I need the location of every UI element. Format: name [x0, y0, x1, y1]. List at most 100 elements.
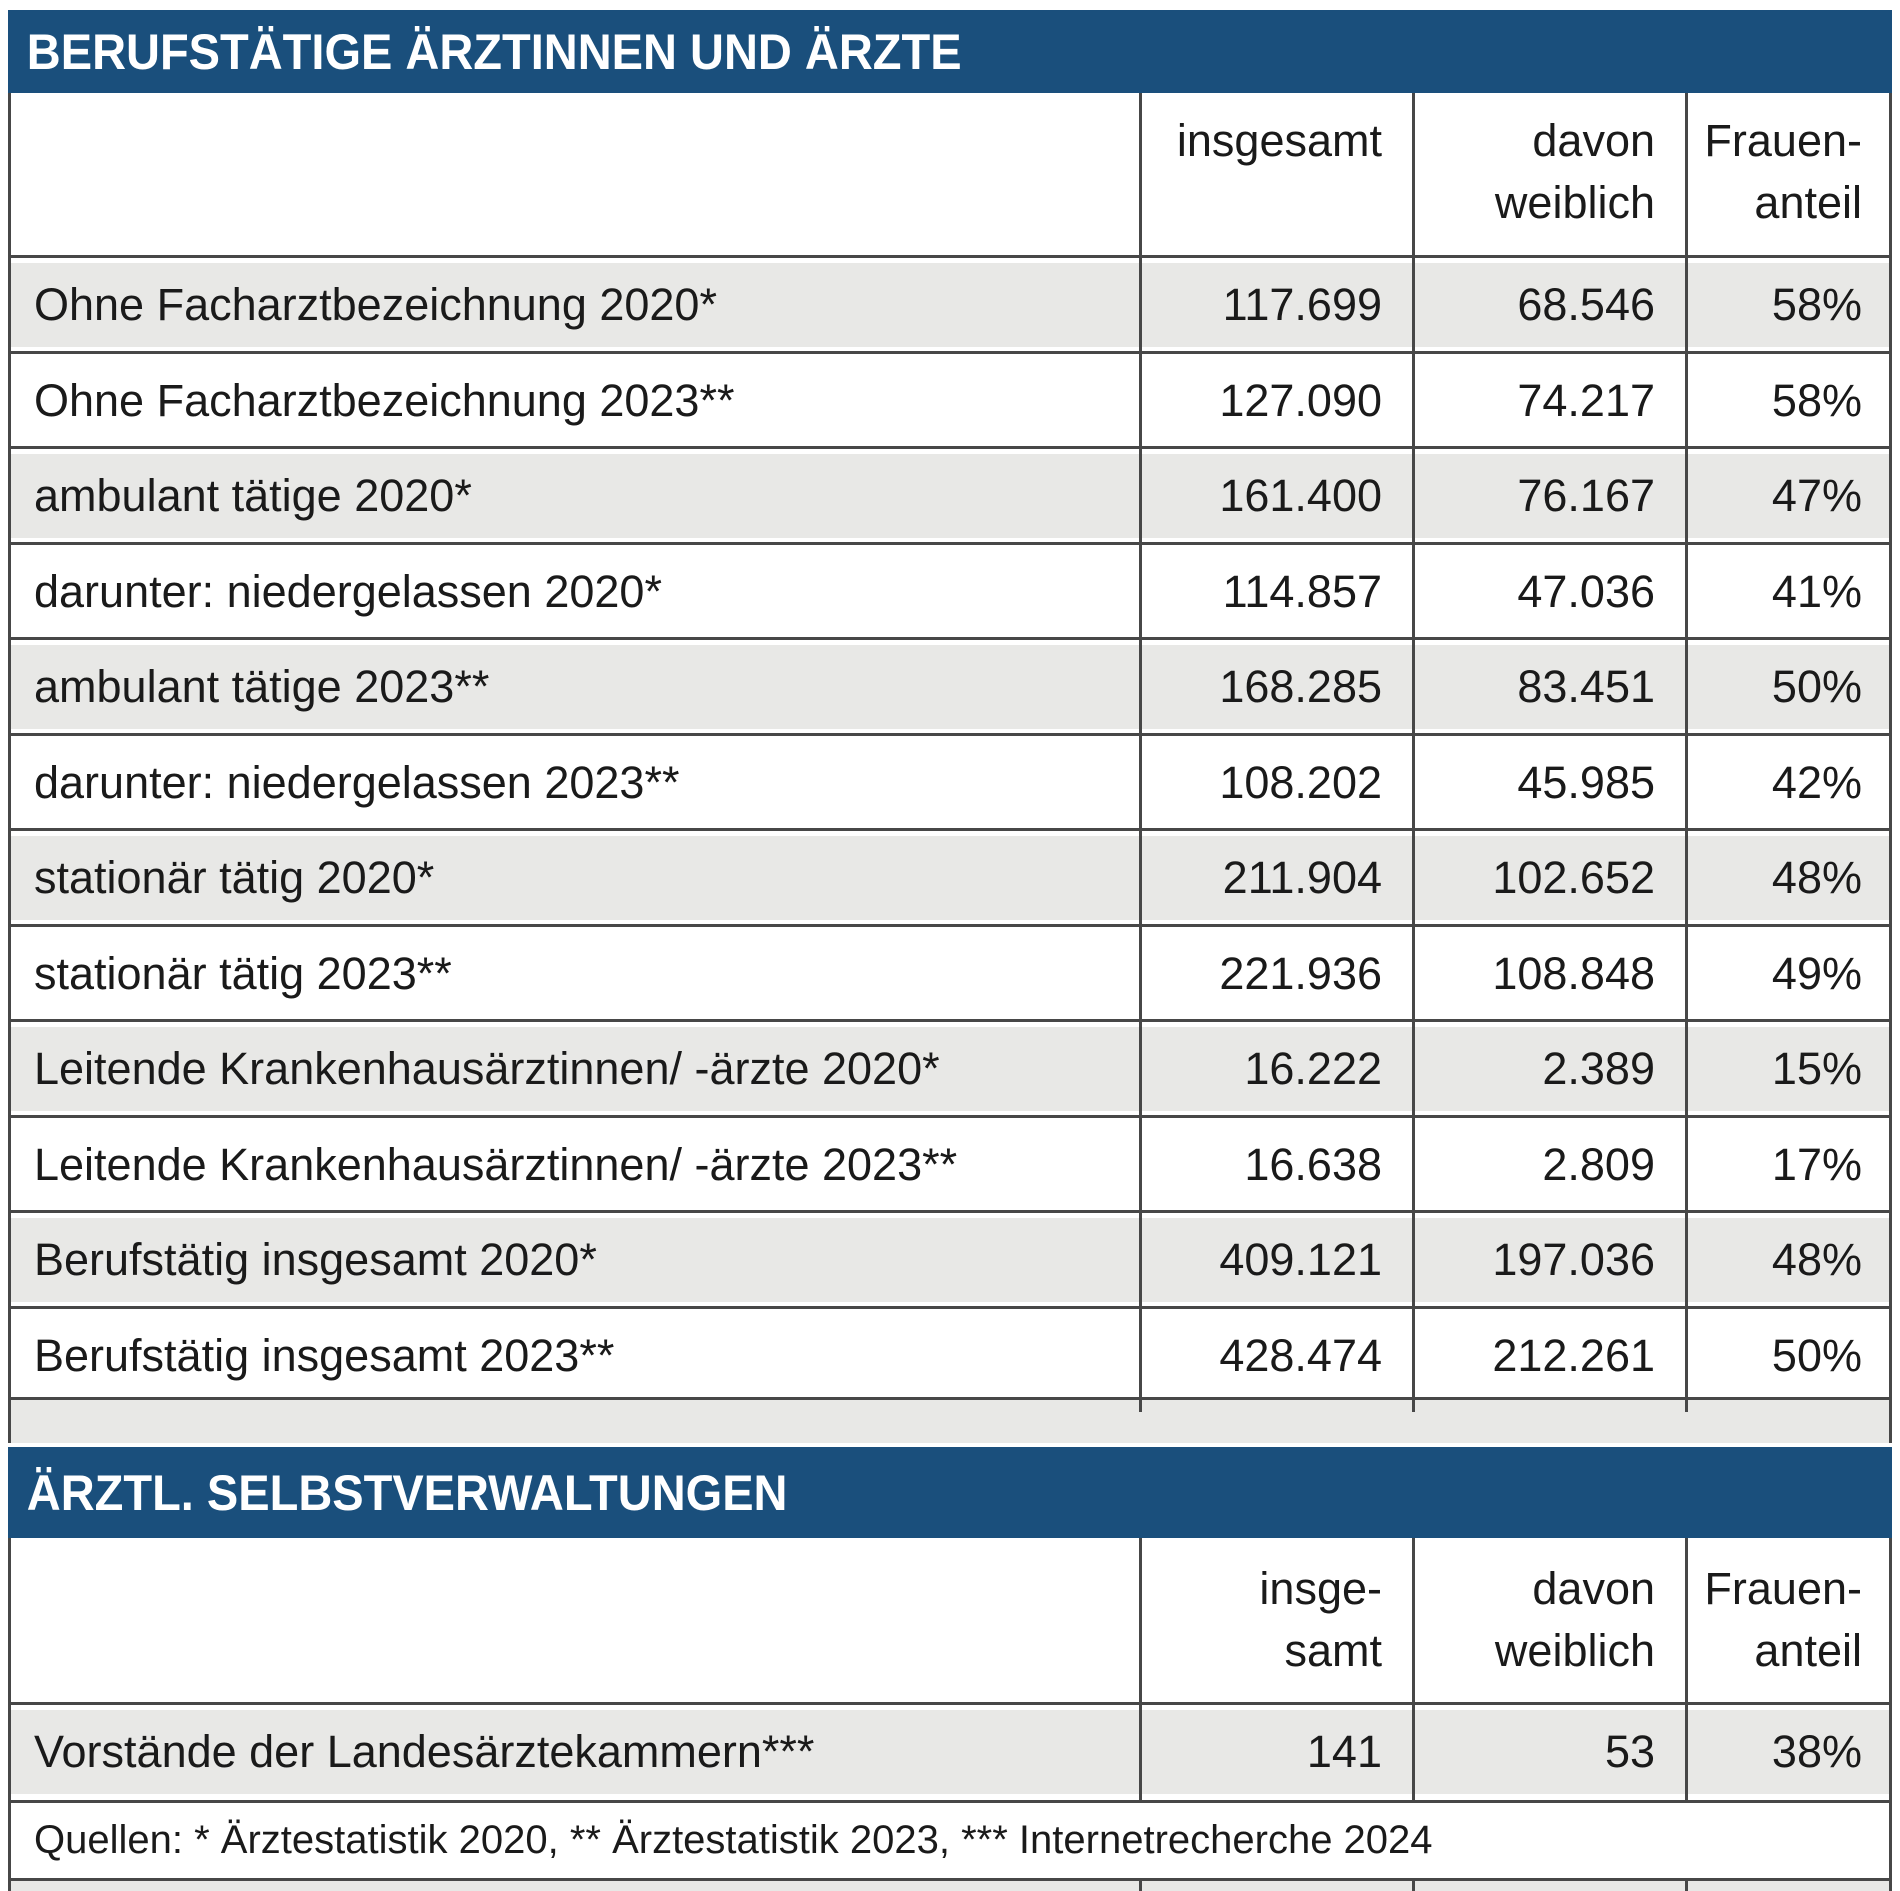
table-row: stationär tätig 2023** 221.936 108.848 4… [8, 920, 1892, 1016]
column-divider [1685, 1538, 1688, 1803]
col-header-frauenanteil: Frauen- anteil [1704, 115, 1862, 228]
col-header-insgesamt: insgesamt [1176, 115, 1382, 166]
table-row: darunter: niedergelassen 2023** 108.202 … [8, 729, 1892, 825]
value-frauenanteil: 50% [1771, 661, 1862, 712]
row-divider [8, 1115, 1892, 1118]
value-weiblich: 53 [1604, 1726, 1655, 1777]
value-insgesamt: 16.222 [1244, 1043, 1382, 1094]
section1-bottom-band [8, 1400, 1892, 1443]
value-insgesamt: 221.936 [1219, 948, 1382, 999]
row-label: darunter: niedergelassen 2020* [34, 566, 662, 617]
row-divider [8, 828, 1892, 831]
table-row: Berufstätig insgesamt 2023** 428.474 212… [8, 1302, 1892, 1398]
row-label: darunter: niedergelassen 2023** [34, 757, 680, 808]
table-row: Leitende Krankenhausärztinnen/ -ärzte 20… [8, 1015, 1892, 1111]
row-label: stationär tätig 2023** [34, 948, 452, 999]
table-row: stationär tätig 2020* 211.904 102.652 48… [8, 824, 1892, 920]
table-left-border [8, 93, 11, 1443]
row-divider [8, 542, 1892, 545]
value-insgesamt: 211.904 [1222, 852, 1382, 903]
table-row: Leitende Krankenhausärztinnen/ -ärzte 20… [8, 1111, 1892, 1207]
value-frauenanteil: 41% [1771, 566, 1862, 617]
section1-title: BERUFSTÄTIGE ÄRZTINNEN UND ÄRZTE [26, 23, 962, 80]
value-insgesamt: 108.202 [1219, 757, 1382, 808]
value-frauenanteil: 48% [1771, 1234, 1862, 1285]
value-frauenanteil: 50% [1771, 1330, 1862, 1381]
row-divider [8, 255, 1892, 258]
value-weiblich: 2.809 [1542, 1139, 1655, 1190]
value-weiblich: 83.451 [1517, 661, 1655, 712]
column-divider [1412, 1538, 1415, 1803]
table-row: ambulant tätige 2020* 161.400 76.167 47% [8, 442, 1892, 538]
value-insgesamt: 409.121 [1219, 1234, 1382, 1285]
section1-header-band: BERUFSTÄTIGE ÄRZTINNEN UND ÄRZTE [8, 10, 1892, 93]
value-frauenanteil: 49% [1771, 948, 1862, 999]
value-insgesamt: 117.699 [1222, 279, 1382, 330]
value-frauenanteil: 58% [1771, 375, 1862, 426]
value-weiblich: 47.036 [1517, 566, 1655, 617]
value-weiblich: 212.261 [1492, 1330, 1655, 1381]
column-divider [1685, 93, 1688, 1412]
table-row: Ohne Facharztbezeichnung 2020* 117.699 6… [8, 251, 1892, 347]
row-divider [8, 1397, 1892, 1400]
table-row: Berufstätig insgesamt 2020* 409.121 197.… [8, 1206, 1892, 1302]
row-divider [8, 733, 1892, 736]
row-divider [8, 1702, 1892, 1705]
row-divider [8, 446, 1892, 449]
row-label: Leitende Krankenhausärztinnen/ -ärzte 20… [34, 1043, 940, 1094]
bottom-strip [8, 1881, 1892, 1891]
column-divider [1139, 93, 1142, 1412]
value-insgesamt: 168.285 [1219, 661, 1382, 712]
value-insgesamt: 141 [1306, 1726, 1382, 1777]
table-row: ambulant tätige 2023** 168.285 83.451 50… [8, 633, 1892, 729]
value-frauenanteil: 58% [1771, 279, 1862, 330]
value-insgesamt: 161.400 [1219, 470, 1382, 521]
value-weiblich: 108.848 [1492, 948, 1655, 999]
row-label: Ohne Facharztbezeichnung 2023** [34, 375, 735, 426]
table-row: Ohne Facharztbezeichnung 2023** 127.090 … [8, 347, 1892, 443]
section2-column-headers: insge- samt davon weiblich Frauen- antei… [8, 1538, 1892, 1702]
table-right-border [1889, 1538, 1892, 1891]
row-label: stationär tätig 2020* [34, 852, 435, 903]
value-insgesamt: 428.474 [1219, 1330, 1382, 1381]
row-divider [8, 1019, 1892, 1022]
value-weiblich: 74.217 [1517, 375, 1655, 426]
section2-header-band: ÄRZTL. SELBSTVERWALTUNGEN [8, 1447, 1892, 1538]
row-label: ambulant tätige 2020* [34, 470, 472, 521]
row-divider [8, 1306, 1892, 1309]
row-divider [8, 351, 1892, 354]
col-header-davon-weiblich: davon weiblich [1494, 115, 1655, 228]
value-weiblich: 45.985 [1517, 757, 1655, 808]
sources-footer: Quellen: * Ärztestatistik 2020, ** Ärzte… [8, 1803, 1892, 1878]
value-weiblich: 2.389 [1542, 1043, 1655, 1094]
value-weiblich: 197.036 [1492, 1234, 1655, 1285]
value-weiblich: 102.652 [1492, 852, 1655, 903]
row-label: Berufstätig insgesamt 2023** [34, 1330, 615, 1381]
col-header-insgesamt: insge- samt [1259, 1563, 1382, 1676]
row-label: Leitende Krankenhausärztinnen/ -ärzte 20… [34, 1139, 958, 1190]
value-frauenanteil: 17% [1771, 1139, 1862, 1190]
section1-column-headers: insgesamt davon weiblich Frauen- anteil [8, 93, 1892, 251]
column-divider [1139, 1881, 1142, 1891]
row-label: ambulant tätige 2023** [34, 661, 490, 712]
col-header-davon-weiblich: davon weiblich [1494, 1563, 1655, 1676]
value-insgesamt: 127.090 [1219, 375, 1382, 426]
column-divider [1685, 1881, 1688, 1891]
row-divider [8, 637, 1892, 640]
column-divider [1412, 93, 1415, 1412]
value-frauenanteil: 15% [1771, 1043, 1862, 1094]
corner-cell [8, 93, 1139, 251]
row-label: Vorstände der Landesärztekammern*** [34, 1726, 815, 1777]
row-label: Berufstätig insgesamt 2020* [34, 1234, 597, 1285]
value-insgesamt: 114.857 [1222, 566, 1382, 617]
value-frauenanteil: 42% [1771, 757, 1862, 808]
value-frauenanteil: 38% [1771, 1726, 1862, 1777]
row-divider [8, 1878, 1892, 1881]
value-insgesamt: 16.638 [1244, 1139, 1382, 1190]
column-divider [1139, 1538, 1142, 1803]
row-divider [8, 1210, 1892, 1213]
value-weiblich: 76.167 [1517, 470, 1655, 521]
value-frauenanteil: 48% [1771, 852, 1862, 903]
table-left-border [8, 1538, 11, 1891]
